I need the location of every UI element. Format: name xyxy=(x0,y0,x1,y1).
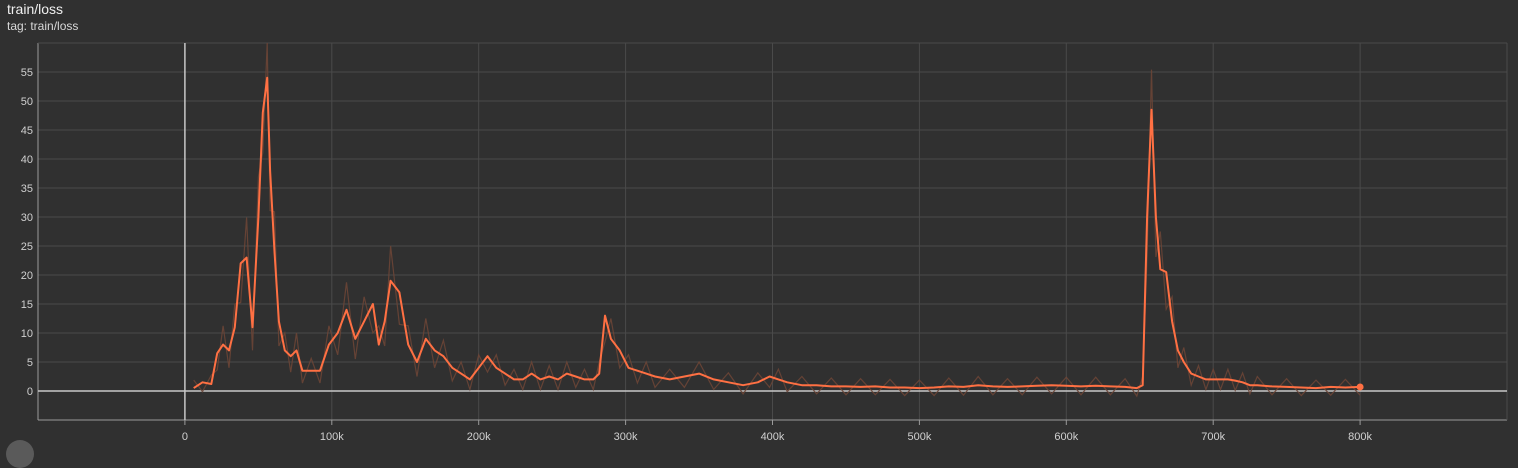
y-tick-label: 55 xyxy=(21,67,33,79)
x-tick-label: 700k xyxy=(1201,431,1225,443)
chart-tag-label: tag: train/loss xyxy=(7,19,79,33)
x-tick-label: 0 xyxy=(182,431,188,443)
loss-chart[interactable]: 0 5 10 15 20 25 30 35 40 45 50 55 0 100k 200k 300k 400k 5… xyxy=(0,0,1518,448)
x-tick-label: 600k xyxy=(1054,431,1078,443)
chart-grid xyxy=(38,43,1507,420)
chart-axes xyxy=(37,42,1508,425)
y-tick-label: 25 xyxy=(21,241,33,253)
y-tick-label: 40 xyxy=(21,154,33,166)
y-tick-label: 30 xyxy=(21,212,33,224)
settings-toggle-button[interactable] xyxy=(6,440,34,468)
y-tick-label: 20 xyxy=(21,270,33,282)
y-tick-label: 5 xyxy=(27,357,33,369)
y-tick-label: 10 xyxy=(21,328,33,340)
y-tick-label: 45 xyxy=(21,125,33,137)
chart-series xyxy=(193,42,1364,398)
x-tick-label: 200k xyxy=(467,431,491,443)
x-tick-label: 100k xyxy=(320,431,344,443)
raw-loss-line xyxy=(193,42,1361,398)
y-tick-label: 0 xyxy=(27,386,33,398)
smoothed-loss-line xyxy=(193,76,1361,390)
x-tick-label: 400k xyxy=(761,431,785,443)
chart-title: train/loss xyxy=(7,1,64,17)
x-tick-label: 500k xyxy=(907,431,931,443)
y-tick-label: 50 xyxy=(21,96,33,108)
x-tick-label: 800k xyxy=(1348,431,1372,443)
x-tick-label: 300k xyxy=(614,431,638,443)
y-tick-label: 35 xyxy=(21,183,33,195)
chart-tick-labels: 0 5 10 15 20 25 30 35 40 45 50 55 0 100k 200k 300k 400k 5… xyxy=(21,67,1373,443)
last-point-marker xyxy=(1356,383,1364,391)
y-tick-label: 15 xyxy=(21,299,33,311)
